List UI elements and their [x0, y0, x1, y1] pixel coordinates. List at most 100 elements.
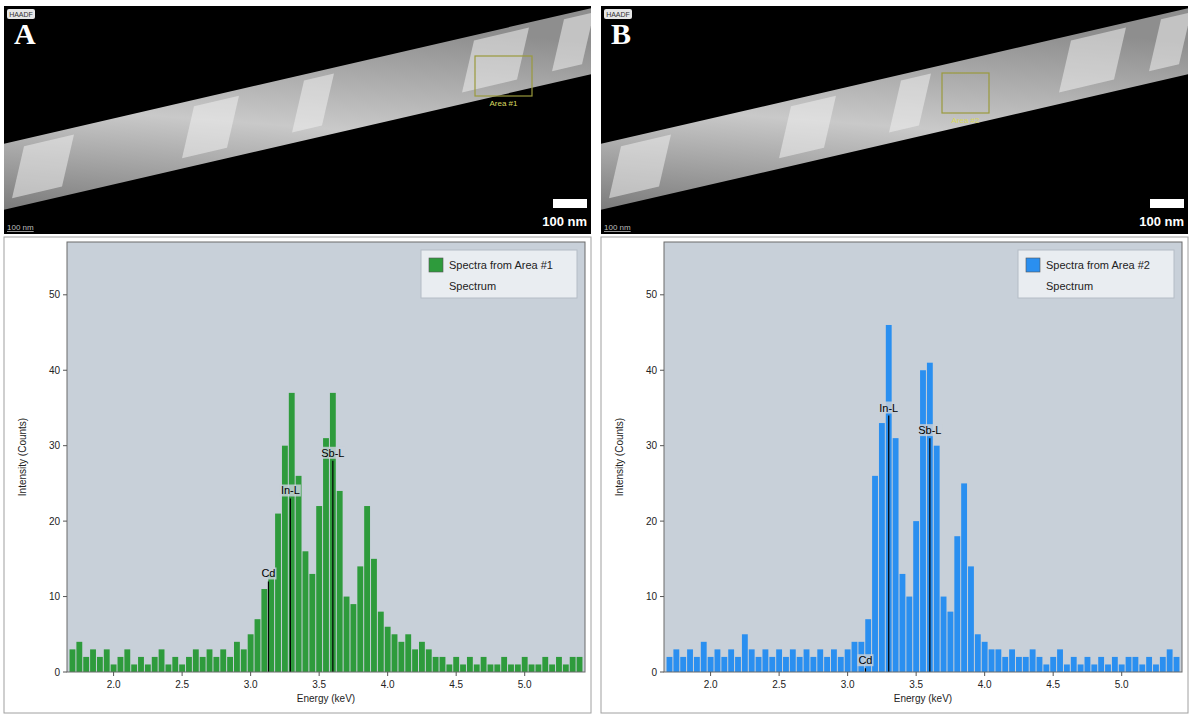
plot-area: [67, 242, 585, 672]
bright-segment: [552, 12, 591, 71]
panel-letter: B: [611, 17, 631, 50]
bar: [1146, 657, 1152, 672]
element-lines: [268, 461, 332, 672]
plot-area: [664, 242, 1182, 672]
bar: [83, 657, 89, 672]
x-axis-title: Energy (keV): [894, 693, 952, 704]
bar: [1009, 649, 1015, 672]
y-tick: [660, 521, 664, 522]
bar: [255, 619, 261, 672]
bar: [392, 634, 398, 672]
x-tick-label: 4.5: [1046, 679, 1060, 690]
bar: [1023, 657, 1029, 672]
element-line: [929, 438, 930, 672]
bright-segment: [1059, 28, 1126, 93]
bar: [213, 657, 219, 672]
bright-segment: [292, 73, 334, 132]
bar: [549, 664, 555, 672]
bar: [776, 649, 782, 672]
bar: [995, 649, 1001, 672]
bar: [364, 506, 370, 672]
x-tick: [113, 672, 114, 676]
bar: [570, 657, 576, 672]
legend-subtitle: Spectrum: [1046, 280, 1093, 292]
bar: [446, 664, 452, 672]
scale-label: 100 nm: [1139, 214, 1184, 229]
bar: [1153, 664, 1159, 672]
x-tick-label: 4.0: [381, 679, 395, 690]
bar: [179, 664, 185, 672]
bar: [728, 649, 734, 672]
bar: [742, 634, 748, 672]
bar: [542, 657, 548, 672]
bar: [405, 634, 411, 672]
bar: [673, 649, 679, 672]
bar: [104, 649, 110, 672]
label-patch: [857, 654, 873, 666]
bar: [460, 664, 466, 672]
x-tick-label: 2.5: [175, 679, 189, 690]
bar: [934, 446, 940, 672]
bar: [769, 657, 775, 672]
bar: [906, 597, 912, 672]
haadf-image: HAADFBArea #2100 nm100 nm: [596, 6, 1191, 234]
bar: [371, 559, 377, 672]
label-patch: [280, 484, 301, 496]
y-tick-label: 20: [646, 516, 658, 527]
x-tick-label: 3.0: [244, 679, 258, 690]
plot-frame: [67, 242, 585, 672]
bar: [316, 506, 322, 672]
bar: [378, 612, 384, 672]
bar: [721, 657, 727, 672]
label-patch: [320, 447, 345, 459]
bar: [282, 446, 288, 672]
corner-label: 100 nm: [7, 223, 34, 232]
y-tick-label: 40: [646, 365, 658, 376]
figure: HAADFAArea #1100 nm100 nmCdIn-LSb-L01020…: [0, 0, 1191, 716]
element-line: [332, 461, 333, 672]
bar: [433, 657, 439, 672]
y-tick-label: 30: [49, 440, 61, 451]
x-tick-label: 5.0: [518, 679, 532, 690]
bar: [1119, 664, 1125, 672]
bar: [227, 657, 233, 672]
y-tick: [63, 672, 67, 673]
legend-box: [1018, 250, 1174, 298]
bar: [159, 649, 165, 672]
bar: [186, 657, 192, 672]
x-tick-label: 3.5: [312, 679, 326, 690]
x-tick-label: 2.0: [704, 679, 718, 690]
x-tick-label: 4.0: [978, 679, 992, 690]
bar: [879, 423, 885, 672]
bar: [522, 657, 528, 672]
element-line: [268, 581, 269, 672]
bar: [289, 393, 295, 672]
bar: [1064, 664, 1070, 672]
bar: [501, 657, 507, 672]
y-axis-title: Intensity (Counts): [17, 418, 28, 496]
area-label: Area #1: [489, 99, 518, 108]
x-tick-label: 5.0: [1115, 679, 1129, 690]
bar: [1160, 657, 1166, 672]
bar: [961, 483, 967, 672]
bar: [1050, 657, 1056, 672]
x-tick-label: 2.5: [772, 679, 786, 690]
bar: [494, 664, 500, 672]
bar: [1071, 657, 1077, 672]
bar: [954, 536, 960, 672]
bar: [1002, 657, 1008, 672]
bar: [667, 657, 673, 672]
y-tick-label: 40: [49, 365, 61, 376]
y-tick: [660, 596, 664, 597]
bright-segment: [609, 135, 671, 199]
legend: Spectra from Area #2Spectrum: [1018, 250, 1174, 298]
bar: [927, 363, 933, 672]
bright-segment: [889, 73, 931, 132]
chart-panel: [4, 237, 591, 713]
bar: [419, 642, 425, 672]
bar: [172, 657, 178, 672]
bar: [124, 649, 130, 672]
element-line: [865, 668, 866, 672]
bar: [563, 664, 569, 672]
bar: [1139, 664, 1145, 672]
